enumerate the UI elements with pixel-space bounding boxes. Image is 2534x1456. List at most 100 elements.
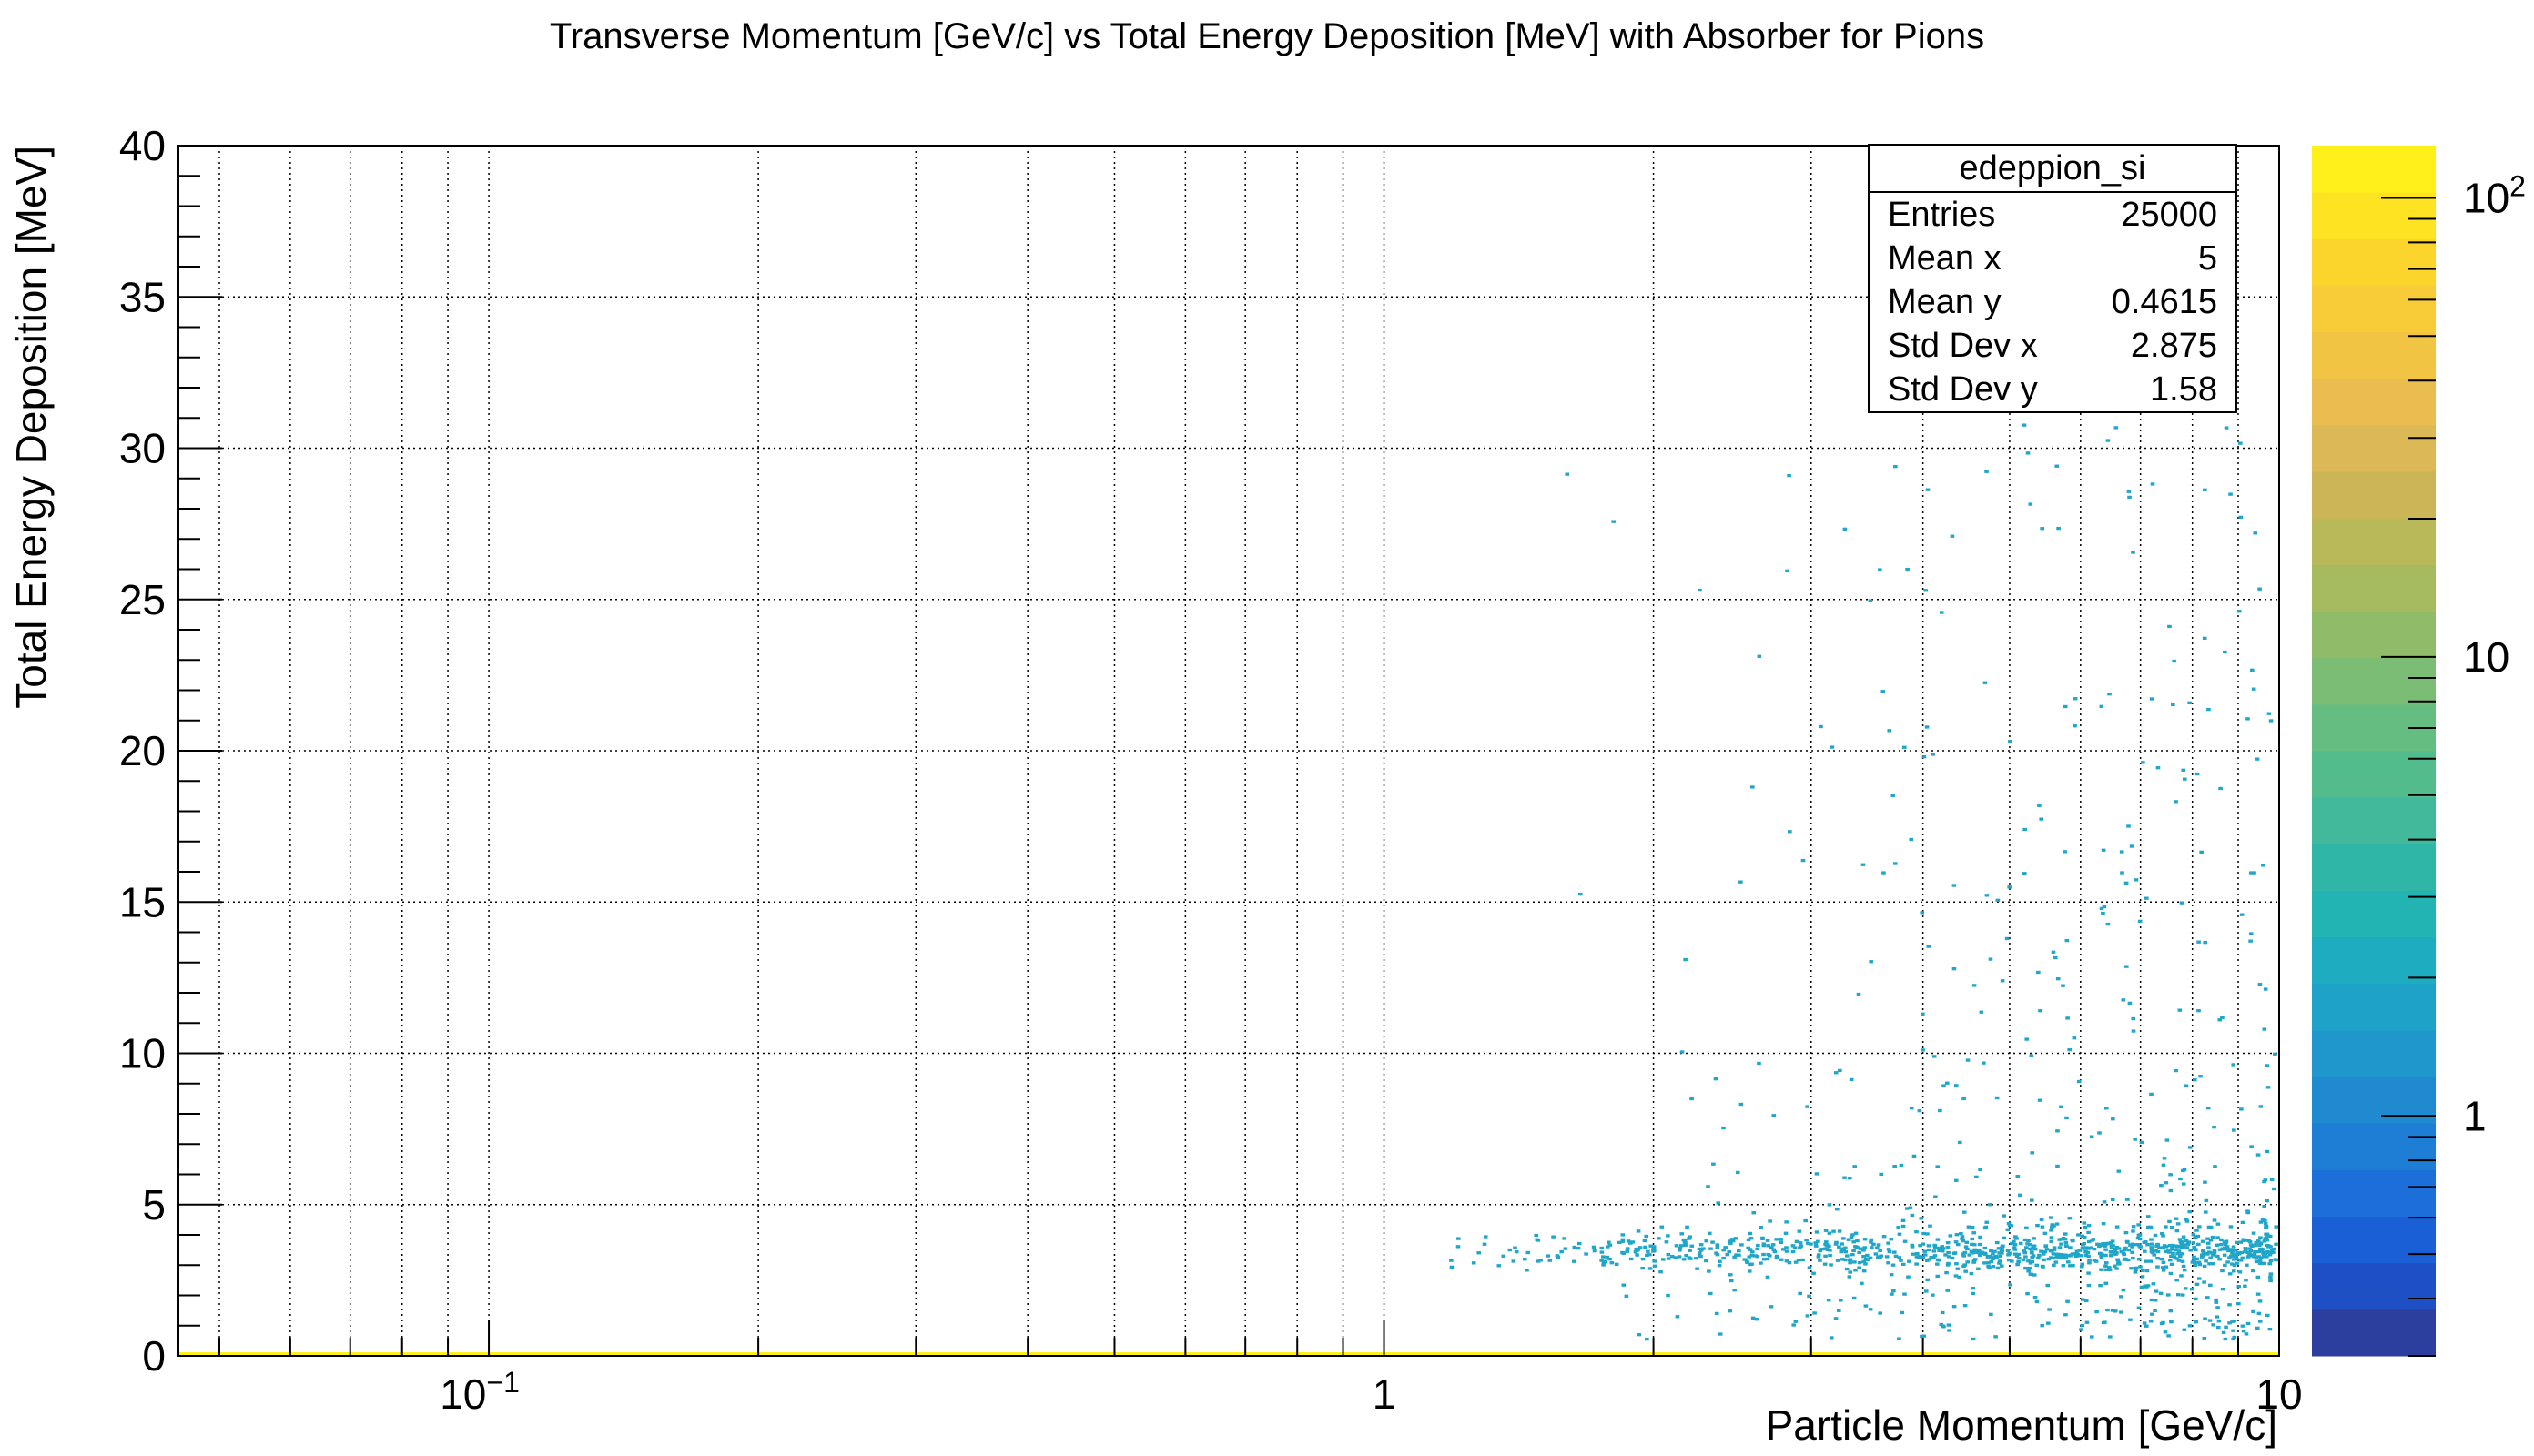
- scatter-cell: [2187, 1210, 2193, 1214]
- scatter-cell: [2241, 1330, 2246, 1333]
- band-cell: [1844, 1267, 1850, 1271]
- colorbar-tick-label: 10: [2463, 633, 2509, 681]
- band-cell: [2012, 1246, 2017, 1249]
- scatter-cell: [2028, 502, 2033, 506]
- scatter-cell: [1750, 785, 1755, 789]
- band-cell: [2235, 1258, 2239, 1261]
- scatter-cell: [2196, 1225, 2202, 1228]
- scatter-cell: [1988, 957, 1993, 961]
- band-cell: [2162, 1244, 2167, 1248]
- stats-row-mean-x: Mean x 5: [1870, 237, 2235, 280]
- band-cell: [2115, 1258, 2120, 1261]
- band-cell: [2258, 1256, 2264, 1259]
- band-cell: [2181, 1235, 2186, 1239]
- scatter-cell: [1728, 1279, 1734, 1283]
- band-cell: [2024, 1246, 2029, 1249]
- band-cell: [1640, 1266, 1646, 1270]
- scatter-cell: [2163, 1330, 2168, 1334]
- band-cell: [2170, 1248, 2175, 1251]
- scatter-cell: [2035, 1224, 2040, 1228]
- scatter-cell: [1838, 1299, 1843, 1302]
- band-cell: [2258, 1241, 2263, 1245]
- band-cell: [2074, 1249, 2080, 1253]
- scatter-cell: [2072, 1036, 2077, 1040]
- band-cell: [1862, 1246, 1867, 1249]
- scatter-cell: [1842, 527, 1848, 531]
- scatter-cell: [2236, 1301, 2241, 1306]
- band-cell: [2137, 1237, 2143, 1241]
- scatter-cell: [2257, 1320, 2263, 1323]
- band-cell: [1999, 1246, 2004, 1250]
- scatter-cell: [1965, 1058, 1971, 1062]
- scatter-cell: [2018, 1193, 2022, 1197]
- band-cell: [1994, 1240, 2000, 1245]
- band-cell: [2255, 1249, 2261, 1254]
- scatter-cell: [2063, 850, 2067, 854]
- band-cell: [1767, 1254, 1772, 1258]
- y-tick-label: 10: [119, 1030, 166, 1077]
- band-cell: [1907, 1259, 1911, 1263]
- scatter-cell: [1940, 1310, 1945, 1315]
- scatter-cell: [2212, 1125, 2216, 1129]
- band-cell: [2068, 1246, 2073, 1249]
- scatter-cell: [2083, 1299, 2089, 1303]
- scatter-cell: [1829, 1336, 1834, 1340]
- band-cell: [2059, 1242, 2063, 1246]
- band-cell: [1749, 1254, 1755, 1258]
- band-cell: [2136, 1258, 2142, 1261]
- scatter-cell: [2248, 871, 2254, 875]
- scatter-cell: [2063, 704, 2068, 709]
- scatter-cell: [1835, 1208, 1840, 1211]
- band-cell: [2042, 1258, 2046, 1262]
- scatter-cell: [2108, 1335, 2113, 1339]
- band-cell: [2246, 1239, 2251, 1243]
- scatter-cell: [1757, 654, 1762, 658]
- band-cell: [1828, 1249, 1832, 1252]
- scatter-cell: [2098, 1283, 2103, 1288]
- scatter-cell: [1814, 1172, 1819, 1176]
- scatter-cell: [2206, 707, 2211, 712]
- band-cell: [1736, 1249, 1741, 1253]
- band-cell: [1643, 1245, 1647, 1249]
- band-cell: [2251, 1255, 2256, 1259]
- scatter-cell: [2266, 712, 2272, 715]
- scatter-cell: [2040, 527, 2044, 531]
- scatter-cell: [1819, 724, 1823, 729]
- band-cell: [1999, 1264, 2004, 1268]
- scatter-cell: [1950, 534, 1955, 538]
- band-cell: [1797, 1229, 1802, 1233]
- band-cell: [2034, 1263, 2040, 1268]
- band-cell: [2192, 1255, 2196, 1259]
- scatter-cell: [2161, 1163, 2166, 1167]
- band-cell: [2167, 1259, 2173, 1262]
- band-cell: [1839, 1249, 1844, 1254]
- band-cell: [2145, 1243, 2150, 1247]
- scatter-cell: [1953, 1274, 1959, 1278]
- scatter-cell: [1944, 1081, 1950, 1085]
- band-cell: [2266, 1234, 2272, 1238]
- scatter-cell: [2127, 1001, 2133, 1006]
- scatter-cell: [2239, 1107, 2244, 1111]
- scatter-cell: [2249, 1145, 2254, 1148]
- scatter-cell: [2203, 1210, 2208, 1214]
- band-cell: [2273, 1258, 2278, 1261]
- band-cell: [1522, 1258, 1527, 1261]
- scatter-cell: [2103, 1268, 2108, 1271]
- band-cell: [2099, 1252, 2104, 1256]
- band-cell: [2002, 1236, 2007, 1240]
- scatter-cell: [2204, 1198, 2209, 1203]
- scatter-cell: [2217, 1018, 2223, 1022]
- scatter-cell: [2262, 1027, 2267, 1031]
- scatter-cell: [2171, 703, 2175, 707]
- band-cell: [2169, 1262, 2174, 1267]
- band-cell: [1887, 1249, 1892, 1254]
- band-cell: [1698, 1243, 1704, 1247]
- band-cell: [2085, 1250, 2091, 1255]
- band-cell: [2014, 1237, 2019, 1240]
- band-cell: [2226, 1249, 2231, 1253]
- band-cell: [1628, 1257, 1634, 1261]
- scatter-cell: [1909, 837, 1914, 842]
- colorbar-band: [2312, 331, 2436, 379]
- scatter-cell: [2267, 1327, 2273, 1331]
- scatter-cell: [1971, 1337, 1976, 1341]
